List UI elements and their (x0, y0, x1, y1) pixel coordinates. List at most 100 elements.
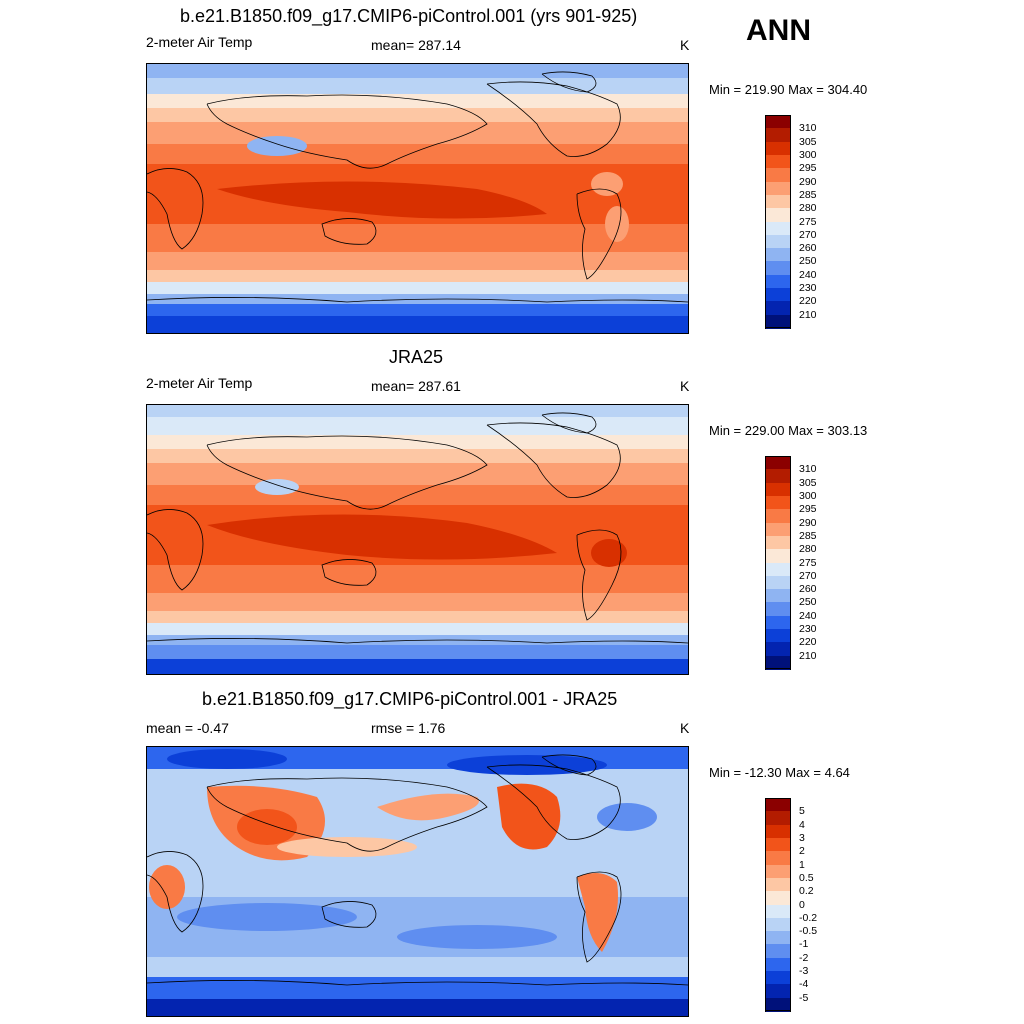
colorbar-label: 270 (799, 228, 817, 241)
colorbar-label: 280 (799, 202, 817, 215)
colorbar-label: 295 (799, 503, 817, 516)
panel2-title: JRA25 (389, 347, 444, 367)
colorbar-label: 5 (799, 805, 805, 818)
colorbar-label: 0.2 (799, 885, 814, 898)
colorbar-swatch (765, 301, 791, 316)
colorbar-swatch (765, 194, 791, 209)
colorbar-label: 0 (799, 898, 805, 911)
colorbar-label: 300 (799, 489, 817, 502)
colorbar-swatch (765, 957, 791, 972)
colorbar-swatch (765, 837, 791, 852)
colorbar-swatch (765, 208, 791, 223)
colorbar-swatch (765, 522, 791, 537)
colorbar-label: -5 (799, 991, 809, 1004)
panel2-temperature-map (146, 404, 689, 675)
colorbar-swatch (765, 274, 791, 289)
colorbar-label: 270 (799, 569, 817, 582)
panel1-units-label: K (680, 37, 690, 53)
colorbar-label: 2 (799, 845, 805, 858)
colorbar-label: 1 (799, 858, 805, 871)
colorbar-swatch (765, 141, 791, 156)
colorbar-label: 310 (799, 122, 817, 135)
panel1-colorbar: 310 305 300 295 290 285 280 275 270 260 250 240 230 2… (765, 115, 817, 329)
colorbar-label: 230 (799, 282, 817, 295)
panel3-mean-label: mean = -0.47 (146, 720, 229, 736)
colorbar-label: 285 (799, 188, 817, 201)
colorbar-swatch (765, 904, 791, 919)
colorbar-swatch (765, 234, 791, 249)
colorbar-label: 250 (799, 255, 817, 268)
panel2-mean-label: mean= 287.61 (371, 378, 461, 394)
season-label: ANN (746, 14, 811, 47)
colorbar-swatch (765, 115, 791, 129)
colorbar-label: 300 (799, 148, 817, 161)
colorbar-label: 3 (799, 831, 805, 844)
colorbar-label: 240 (799, 609, 817, 622)
colorbar-label: 275 (799, 556, 817, 569)
panel3-map-svg (147, 747, 688, 1016)
panel3-colorbar: 5 4 3 2 1 0.5 0.2 0 -0.2 -0.5 -1 -2 -3 -4 -5 (765, 798, 817, 1012)
panel1-temperature-map (146, 63, 689, 334)
colorbar-label: 275 (799, 215, 817, 228)
colorbar-swatch (765, 549, 791, 564)
panel2-colorbar: 310 305 300 295 290 285 280 275 270 260 250 240 230 2… (765, 456, 817, 670)
panel2-left-label: 2-meter Air Temp (146, 375, 253, 391)
colorbar-swatch (765, 824, 791, 839)
colorbar-swatch (765, 562, 791, 577)
panel1-mean-label: mean= 287.14 (371, 37, 461, 53)
colorbar-label: 285 (799, 529, 817, 542)
colorbar-swatch (765, 615, 791, 630)
panel3-minmax: Min = -12.30 Max = 4.64 (709, 765, 850, 780)
colorbar-label: 210 (799, 649, 817, 662)
colorbar-label: 290 (799, 516, 817, 529)
colorbar-label: -0.2 (799, 911, 818, 924)
colorbar-label: -4 (799, 978, 809, 991)
colorbar-swatch (765, 917, 791, 932)
colorbar-swatch (765, 971, 791, 986)
colorbar-label: 305 (799, 135, 817, 148)
colorbar-swatch (765, 181, 791, 196)
colorbar-swatch (765, 864, 791, 879)
panel1-minmax: Min = 219.90 Max = 304.40 (709, 82, 868, 97)
colorbar-swatch (765, 851, 791, 866)
colorbar-swatch (765, 891, 791, 906)
colorbar-label: -1 (799, 938, 809, 951)
colorbar-swatch (765, 456, 791, 470)
colorbar-label: -0.5 (799, 925, 818, 938)
colorbar-label: 210 (799, 308, 817, 321)
panel3-units-label: K (680, 720, 690, 736)
colorbar-label: 0.5 (799, 871, 814, 884)
panel1-map-svg (147, 64, 688, 333)
colorbar-swatch (765, 997, 791, 1012)
colorbar-swatch (765, 811, 791, 826)
colorbar-swatch (765, 798, 791, 812)
panel2-units-label: K (680, 378, 690, 394)
colorbar-label: 305 (799, 476, 817, 489)
colorbar-label: 295 (799, 162, 817, 175)
colorbar-label: 250 (799, 596, 817, 609)
colorbar-swatch (765, 314, 791, 329)
colorbar-label: 290 (799, 175, 817, 188)
panel3-difference-map (146, 746, 689, 1017)
colorbar-label: 220 (799, 295, 817, 308)
colorbar-swatch (765, 482, 791, 497)
colorbar-swatch (765, 469, 791, 484)
colorbar-label: -3 (799, 965, 809, 978)
colorbar-swatch (765, 154, 791, 169)
colorbar-swatch (765, 642, 791, 657)
colorbar-label: 230 (799, 623, 817, 636)
colorbar-swatch (765, 944, 791, 959)
colorbar-swatch (765, 589, 791, 604)
colorbar-label: 260 (799, 242, 817, 255)
colorbar-swatch (765, 602, 791, 617)
colorbar-label: 260 (799, 583, 817, 596)
panel2-minmax: Min = 229.00 Max = 303.13 (709, 423, 868, 438)
panel3-rmse-label: rmse = 1.76 (371, 720, 446, 736)
colorbar-label: 240 (799, 268, 817, 281)
colorbar-swatch (765, 931, 791, 946)
colorbar-swatch (765, 495, 791, 510)
colorbar-swatch (765, 261, 791, 276)
panel1-left-label: 2-meter Air Temp (146, 34, 253, 50)
colorbar-swatch (765, 288, 791, 303)
panel2-map-svg (147, 405, 688, 674)
